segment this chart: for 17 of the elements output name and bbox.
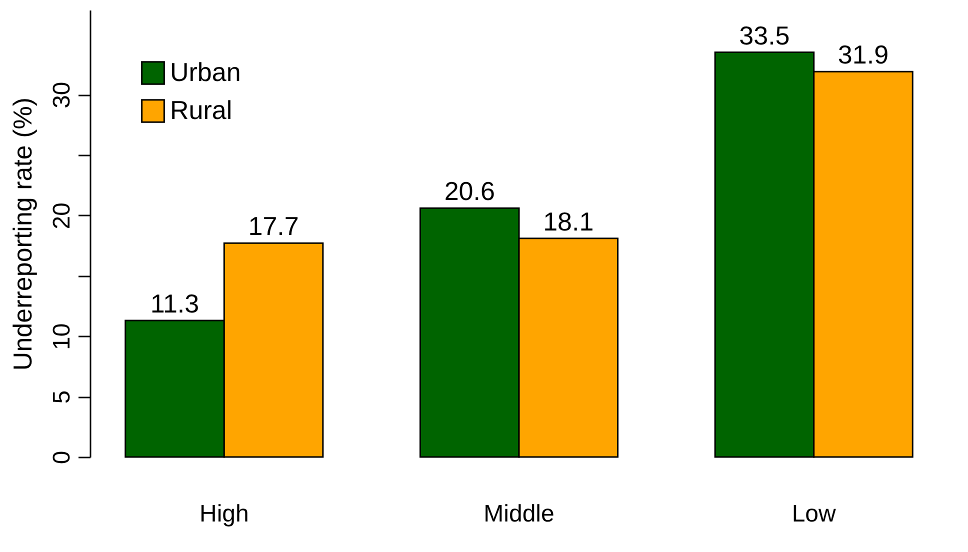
y-tick-label: 0 xyxy=(48,450,76,464)
x-tick-label: Middle xyxy=(484,500,554,528)
legend-label: Rural xyxy=(170,95,232,125)
y-tick-label: 20 xyxy=(48,202,76,230)
y-axis-title: Underreporting rate (%) xyxy=(8,97,38,371)
data-label: 31.9 xyxy=(838,40,889,70)
x-tick-label: Low xyxy=(792,500,837,528)
data-label: 33.5 xyxy=(739,20,790,50)
data-label: 20.6 xyxy=(444,176,495,206)
y-tick-label: 10 xyxy=(48,323,76,350)
y-tick-label: 5 xyxy=(48,390,76,404)
legend-label: Urban xyxy=(170,57,241,87)
x-tick-label: High xyxy=(199,500,249,528)
data-label: 18.1 xyxy=(543,206,594,236)
data-label: 17.7 xyxy=(248,211,299,242)
data-label: 11.3 xyxy=(150,288,200,318)
y-tick-label: 30 xyxy=(48,82,76,108)
